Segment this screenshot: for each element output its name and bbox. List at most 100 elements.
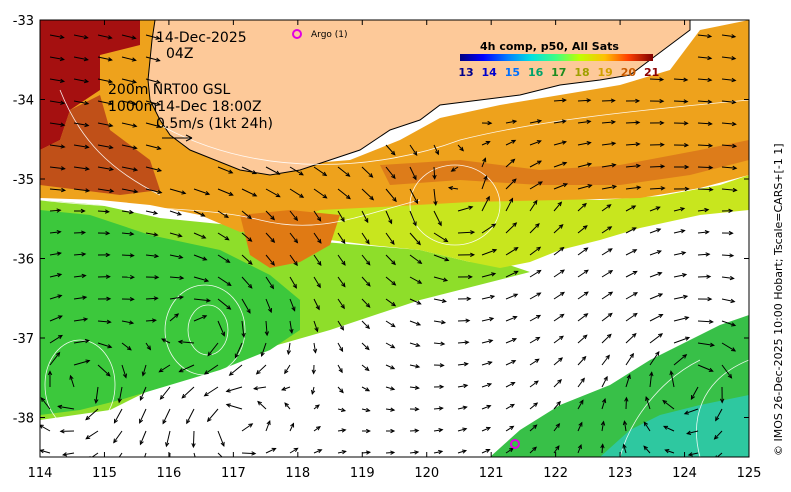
velocity-arrow-head [611,163,617,168]
velocity-arrow-head [178,368,184,373]
velocity-arrow [121,56,136,61]
velocity-arrow [721,254,734,257]
lon-tick-label: 117 [221,466,246,481]
velocity-arrow [409,188,418,204]
velocity-arrow [385,342,395,349]
velocity-arrow-head [432,174,437,180]
velocity-arrow [337,386,344,393]
velocity-arrow-head [415,364,421,369]
velocity-arrow [265,166,280,175]
velocity-arrow-head [59,78,66,84]
velocity-arrow [601,334,612,344]
velocity-arrow-head [482,157,487,163]
velocity-arrow-head [293,238,299,244]
velocity-arrow [265,210,275,220]
velocity-arrow-head [491,272,497,277]
velocity-arrow-head [161,338,167,343]
velocity-arrow [361,364,370,371]
velocity-arrow [529,181,543,190]
velocity-arrow-head [156,123,162,129]
velocity-arrow-head [532,424,538,429]
velocity-arrow-head [247,237,253,242]
velocity-arrow-head [60,122,66,127]
velocity-arrow [229,364,243,376]
velocity-arrow [673,100,688,103]
velocity-arrow [217,210,229,218]
velocity-arrow-head [391,174,396,180]
velocity-arrow [662,400,675,410]
velocity-arrow [697,342,714,346]
velocity-arrow [409,254,422,264]
velocity-arrow [577,120,591,124]
velocity-arrow-head [178,295,185,300]
velocity-arrow-head [512,222,518,227]
velocity-arrow-head [131,57,137,62]
velocity-arrow [337,254,346,266]
velocity-arrow-head [158,368,164,373]
velocity-arrow [169,452,171,457]
velocity-arrow-head [365,407,371,413]
velocity-arrow [553,401,561,410]
velocity-arrow-head [293,261,298,267]
velocity-arrow-head [462,427,468,432]
velocity-arrow [721,276,734,279]
velocity-arrow-head [84,144,90,149]
velocity-arrow-head [105,371,111,377]
velocity-arrow-head [492,248,498,253]
velocity-arrow-head [608,291,614,296]
velocity-arrow [673,78,688,81]
velocity-arrow-head [707,99,713,104]
velocity-arrow-head [561,98,567,103]
velocity-arrow-head [202,315,208,320]
velocity-arrow-head [108,123,114,128]
velocity-arrow-head [206,417,212,423]
velocity-arrow-head [659,120,665,126]
velocity-arrow [311,386,315,394]
velocity-arrow [169,276,184,279]
velocity-arrow [505,139,516,146]
velocity-arrow-head [582,225,588,230]
velocity-arrow [409,232,421,245]
velocity-arrow [529,269,541,278]
colorbar [460,54,653,61]
velocity-arrow [40,424,51,432]
velocity-arrow-head [316,283,321,289]
velocity-arrow [481,383,492,388]
velocity-arrow-head [659,142,665,147]
velocity-arrow-head [465,318,471,323]
velocity-arrow-head [176,211,183,216]
velocity-arrow-head [390,150,396,156]
velocity-arrow [207,342,219,356]
velocity-arrow [49,231,61,234]
velocity-arrow [649,228,661,234]
velocity-arrow [385,408,395,411]
velocity-arrow-head [559,313,565,319]
velocity-arrow [361,276,371,287]
velocity-arrow [313,232,322,244]
velocity-arrow-head [225,258,231,263]
velocity-arrow-head [159,395,165,400]
velocity-arrow-head [600,443,605,449]
velocity-arrow [169,232,182,237]
velocity-arrow [361,408,370,412]
velocity-arrow-head [341,428,347,433]
velocity-arrow [457,231,475,234]
velocity-arrow-head [658,293,664,298]
velocity-arrow [505,316,517,322]
velocity-arrow-head [705,252,711,257]
velocity-arrow [577,444,582,454]
velocity-arrow-head [470,230,476,235]
velocity-arrow-head [56,251,62,256]
velocity-arrow [721,166,737,169]
velocity-arrow-head [509,197,514,203]
velocity-arrow [41,397,51,410]
velocity-arrow [409,298,421,305]
velocity-arrow-head [659,98,665,104]
velocity-arrow [121,364,127,378]
velocity-arrow-head [586,98,592,103]
velocity-arrow [481,339,493,344]
velocity-arrow [73,318,88,322]
velocity-arrow-head [708,143,714,148]
velocity-arrow-head [59,429,65,434]
velocity-arrow-head [632,249,638,254]
